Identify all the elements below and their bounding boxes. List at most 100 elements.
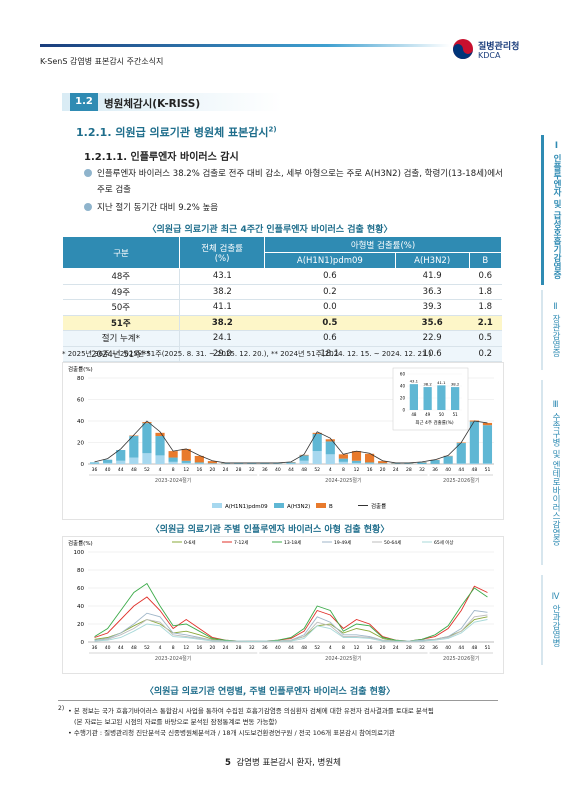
season-label: 2025-2026절기 (443, 477, 479, 484)
side-tab[interactable]: Ⅲ 수족구병 및 엔테로바이러스감염증 (541, 380, 566, 565)
x-tick-label: 44 (288, 645, 294, 651)
side-tab[interactable]: Ⅳ 안과감염병 (541, 575, 566, 665)
table-note: * 2025년 36주 ~ 2025년 51주(2025. 8. 31. ~ 2… (62, 350, 432, 358)
inset-value: 38.2 (423, 382, 432, 387)
x-tick-label: 40 (445, 645, 451, 651)
bar-segment (482, 422, 493, 426)
legend-label: 13-18세 (284, 539, 301, 546)
bar-segment (220, 463, 231, 464)
x-tick-label: 32 (419, 645, 425, 651)
y-tick-label: 60 (77, 586, 84, 592)
inset-value: 38.2 (451, 382, 460, 387)
bar-segment (443, 456, 453, 464)
table-cell: 0.2 (264, 284, 396, 300)
legend-label: 65세 이상 (434, 539, 454, 546)
x-tick-label: 44 (458, 645, 464, 651)
x-tick-label: 51 (485, 467, 491, 473)
logo-ko: 질병관리청 (478, 42, 520, 52)
x-tick-label: 28 (406, 645, 412, 651)
x-tick-label: 16 (367, 645, 373, 651)
subsection-text: 1.2.1. 의원급 의료기관 병원체 표본감시 (76, 126, 269, 139)
section-number: 1.2 (70, 93, 98, 111)
legend-label: 50-64세 (384, 539, 401, 546)
table-cell: 36.3 (395, 284, 470, 300)
age-line (94, 619, 488, 643)
bar-segment (338, 461, 348, 464)
x-tick-label: 48 (131, 645, 137, 651)
table-cell: 18.1 (264, 346, 396, 362)
subsubsection-title: 1.2.1.1. 인플루엔자 바이러스 감시 (84, 152, 239, 163)
table-row: 49주 38.2 0.2 36.3 1.8 (62, 284, 502, 300)
table-cell: 절기 누계* (62, 330, 181, 347)
season-label: 2023-2024절기 (155, 655, 191, 662)
bar-segment (364, 463, 375, 464)
bar-segment (325, 439, 335, 442)
bar-segment (482, 425, 493, 464)
inset-bar (423, 387, 432, 410)
bar-segment (430, 460, 440, 464)
table-row: 48주 43.1 0.6 41.9 0.6 (62, 268, 502, 285)
table-cell: 0.6 (469, 268, 502, 285)
x-tick-label: 36 (262, 467, 268, 473)
th-unit: (%) (214, 253, 230, 264)
subsection-title: 1.2.1. 의원급 의료기관 병원체 표본감시2) (76, 124, 277, 140)
table-cell: 0.6 (264, 330, 396, 347)
bar-segment (378, 461, 388, 464)
y-tick-label: 80 (77, 568, 84, 574)
bar-segment (299, 455, 309, 461)
bar-segment (207, 461, 218, 464)
x-tick-label: 36 (92, 645, 98, 651)
legend-label: 검출률 (371, 502, 386, 510)
table-cell: 48주 (62, 268, 181, 285)
header-title: K-SenS 감염병 표본감시 주간소식지 (40, 57, 164, 66)
th: 구분 (61, 236, 181, 269)
table-cell: 10.6 (395, 346, 470, 362)
x-tick-label: 8 (172, 467, 175, 473)
inset-bar (409, 384, 418, 410)
bar-segment (351, 462, 362, 464)
bar-segment (103, 459, 113, 463)
bar-segment (142, 453, 152, 464)
table-cell: 2.1 (469, 315, 502, 331)
x-tick-label: 28 (236, 645, 242, 651)
legend-swatch (274, 503, 284, 508)
x-tick-label: 16 (196, 467, 202, 473)
side-tab[interactable]: Ⅱ 장관감염증 (541, 290, 566, 370)
bar-segment (312, 432, 322, 434)
table-cell: 0.0 (264, 299, 396, 316)
x-tick-label: 8 (172, 645, 175, 651)
x-tick-label: 40 (105, 467, 111, 473)
age-line (94, 610, 488, 642)
x-tick-label: 52 (144, 645, 150, 651)
footnote-rule (58, 700, 498, 701)
bullet: 지난 절기 동기간 대비 9.2% 높음 (97, 203, 219, 213)
bar-segment (194, 455, 204, 463)
note-ref: 2) (268, 125, 277, 134)
inset-value: 43.1 (410, 379, 419, 384)
season-label: 2023-2024절기 (155, 477, 191, 484)
y-tick-label: 0 (81, 640, 85, 646)
x-tick-label: 28 (236, 467, 242, 473)
x-tick-label: 12 (354, 467, 360, 473)
bar-segment (312, 451, 322, 464)
x-tick-label: 36 (262, 645, 268, 651)
x-tick-label: 8 (342, 645, 345, 651)
table-cell: 50주 (62, 299, 181, 316)
bar-segment (142, 422, 152, 424)
x-tick-label: 40 (275, 467, 281, 473)
x-tick-label: 24 (393, 645, 399, 651)
table-body: 48주 43.1 0.6 41.9 0.6 49주 38.2 0.2 36.3 1.8 50주 41.… (62, 268, 502, 362)
x-tick-label: 44 (458, 467, 464, 473)
table-cell: 39.3 (395, 299, 470, 316)
table-cell: 38.2 (179, 284, 265, 300)
side-tab[interactable]: Ⅰ 인플루엔자 및 급성호흡기감염증 (541, 135, 566, 285)
x-tick-label: 44 (118, 467, 124, 473)
chart1-caption: 〈의원급 의료기관 주별 인플루엔자 바이러스 아형 검출 현황〉 (150, 525, 390, 535)
inset-y-tick: 60 (400, 372, 406, 377)
th: 전체 검출률 (%) (179, 236, 266, 269)
table-cell: 0.5 (469, 330, 502, 347)
y-tick-label: 40 (77, 604, 84, 610)
page-number: 5 (225, 758, 231, 768)
